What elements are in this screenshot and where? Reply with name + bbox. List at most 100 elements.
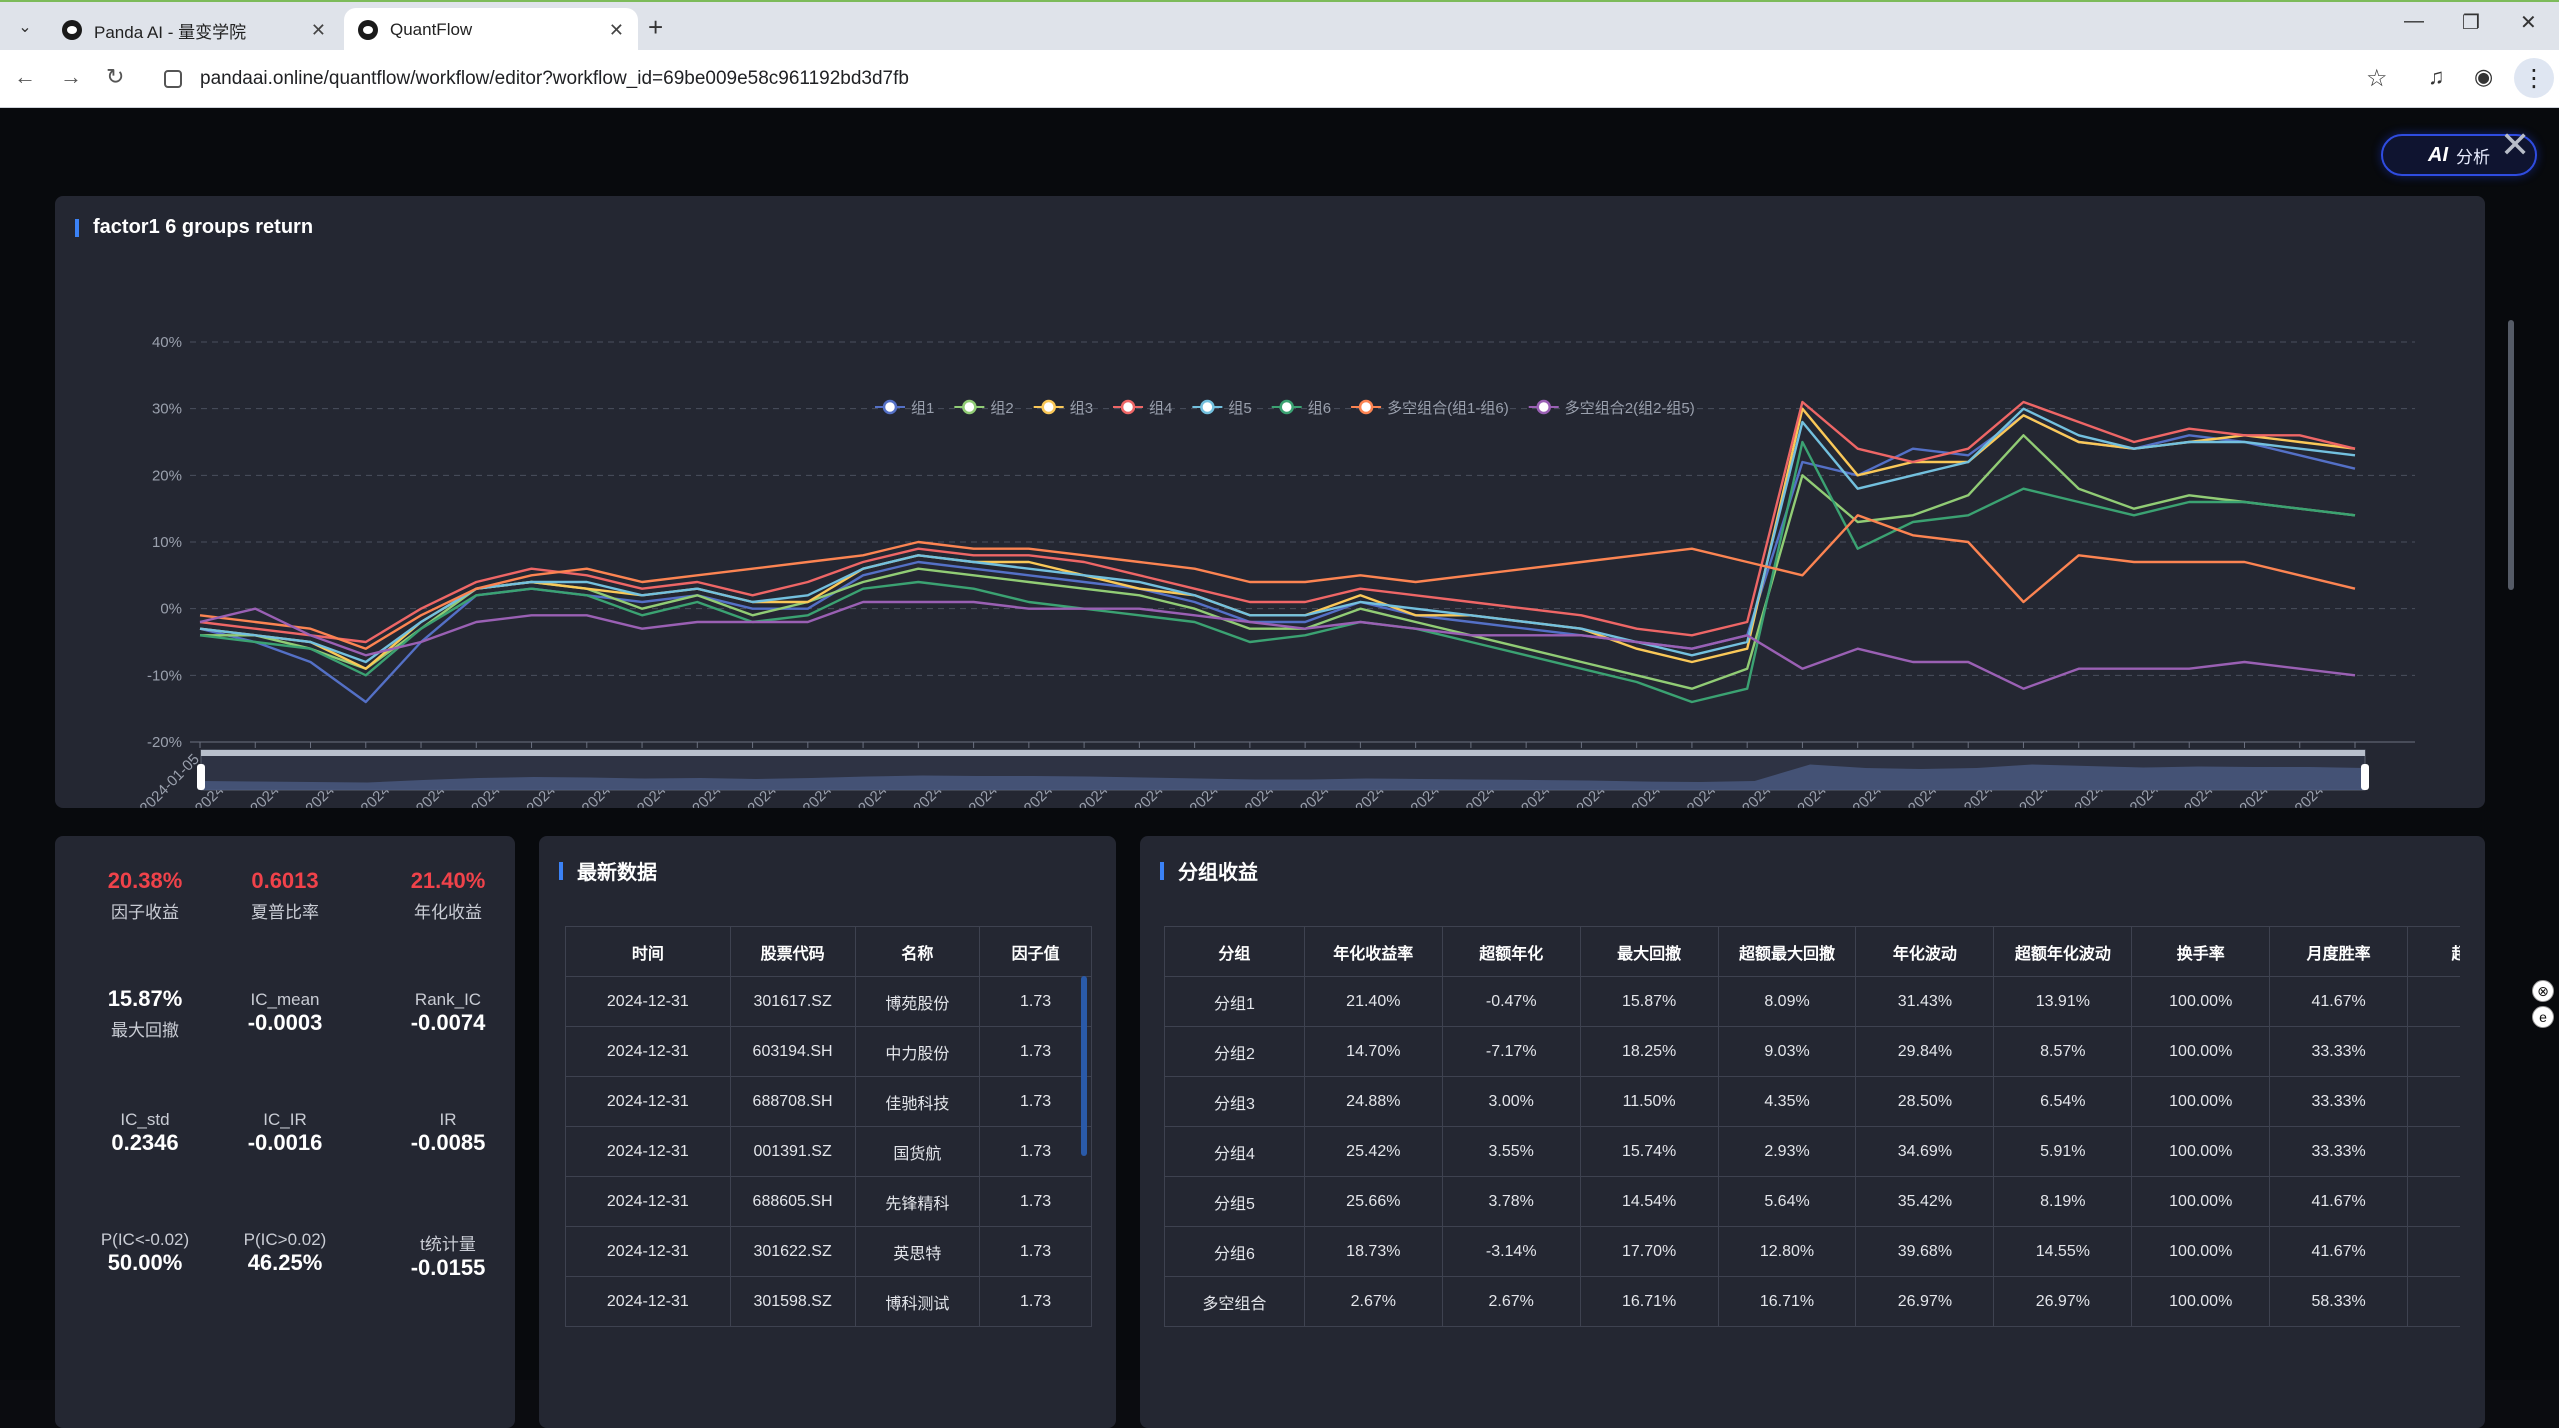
column-header[interactable]: 名称 [854, 926, 981, 977]
site-info-icon[interactable] [164, 70, 182, 88]
side-translate-icon[interactable]: e [2532, 1006, 2554, 1028]
page-scrollbar[interactable] [2506, 208, 2516, 1428]
legend-marker-7 [1358, 399, 1374, 415]
table-cell: 4.35% [1717, 1076, 1857, 1127]
metric-value: -0.0085 [410, 1130, 486, 1155]
legend-marker-4 [1120, 399, 1136, 415]
table-cell: 2.93% [1717, 1126, 1857, 1177]
window-close-icon[interactable]: ✕ [2520, 12, 2537, 34]
table-cell: 分组5 [1164, 1176, 1305, 1227]
browser-menu-icon[interactable]: ⋮ [2514, 58, 2554, 98]
table-cell: 分组4 [1164, 1126, 1305, 1177]
table-cell: 博苑股份 [854, 976, 981, 1027]
column-header[interactable]: 年化收益率 [1303, 926, 1443, 977]
app-overlay: AI 分析 ✕ factor1 6 groups return 40% 30% 20… [0, 108, 2559, 1428]
column-header[interactable]: 因子值 [979, 926, 1092, 977]
table-cell: 3.55% [1441, 1126, 1581, 1177]
metric-ir: IR -0.0085 [368, 1106, 528, 1156]
ai-analysis-button[interactable]: AI 分析 [2381, 134, 2537, 176]
legend-label-7: 多空组合(组1-组6) [1387, 400, 1509, 417]
table-row[interactable]: 2024-12-31 688605.SH 先锋精科 1.73 [565, 1176, 1092, 1227]
side-close-icon[interactable]: ⊗ [2532, 980, 2554, 1002]
metric-label: IR [439, 1110, 457, 1129]
table-cell: 15.87% [1579, 976, 1719, 1027]
table-cell: 58.33% [2269, 1276, 2409, 1327]
address-bar[interactable]: pandaai.online/quantflow/workflow/editor… [150, 58, 2330, 100]
tab-close-icon[interactable]: ✕ [310, 19, 326, 40]
legend-label-5: 组5 [1228, 400, 1251, 417]
table-cell: 博科测试 [854, 1276, 981, 1327]
column-header[interactable]: 时间 [565, 926, 731, 977]
profile-icon[interactable]: ◉ [2474, 64, 2494, 89]
table-cell: 66 [2407, 1126, 2460, 1177]
table-row[interactable]: 2024-12-31 603194.SH 中力股份 1.73 [565, 1026, 1092, 1077]
table-cell: 25.66% [1303, 1176, 1443, 1227]
tab-close-icon[interactable]: ✕ [608, 19, 624, 40]
zoom-handle-right [2361, 764, 2369, 790]
table-cell: 34.69% [1855, 1126, 1995, 1177]
zoom-slider-preview [201, 764, 2365, 790]
table-row[interactable]: 2024-12-31 301622.SZ 英思特 1.73 [565, 1226, 1092, 1277]
table-cell: 17.70% [1579, 1226, 1719, 1277]
table-row[interactable]: 2024-12-31 301598.SZ 博科测试 1.73 [565, 1276, 1092, 1327]
chart-panel: factor1 6 groups return 40% 30% 20% 10% 0% -1… [55, 196, 2485, 808]
latest-data-table: 时间 股票代码 名称 因子值 2024-12-31 301617.SZ 博苑股份 1.73 20… [565, 926, 1092, 1327]
minimize-icon[interactable]: — [2404, 10, 2424, 32]
new-tab-plus-icon[interactable]: + [648, 12, 664, 42]
table-row[interactable]: 2024-12-31 688708.SH 佳驰科技 1.73 [565, 1076, 1092, 1127]
forward-arrow-icon[interactable]: → [60, 64, 82, 89]
metric-label: 因子收益 [111, 903, 179, 922]
page-scrollbar-thumb[interactable] [2508, 320, 2514, 590]
column-header[interactable]: 超额月 [2407, 926, 2460, 977]
column-header[interactable]: 换手率 [2131, 926, 2271, 977]
legend-marker-2 [962, 399, 977, 415]
reload-icon[interactable]: ↻ [106, 64, 125, 89]
close-modal-icon[interactable]: ✕ [2500, 124, 2531, 165]
table-row[interactable]: 分组3 24.88% 3.00% 11.50% 4.35% 28.50% 6.54% 100.… [1164, 1076, 2460, 1127]
column-header[interactable]: 超额最大回撤 [1717, 926, 1857, 977]
browser-tab-pandaai[interactable]: Panda AI - 量变学院 ✕ [48, 8, 340, 52]
group-table-viewport[interactable]: 分组年化收益率超额年化最大回撤超额最大回撤年化波动超额年化波动换手率月度胜率超额… [1164, 926, 2460, 1426]
table-row[interactable]: 分组1 21.40% -0.47% 15.87% 8.09% 31.43% 13.91% 10… [1164, 976, 2460, 1027]
column-header[interactable]: 月度胜率 [2269, 926, 2409, 977]
metric-value: 15.87% [107, 986, 183, 1011]
column-header[interactable]: 最大回撤 [1579, 926, 1719, 977]
table-cell: -0.47% [1441, 976, 1581, 1027]
metric-value: 0.6013 [251, 868, 319, 893]
table-row[interactable]: 2024-12-31 001391.SZ 国货航 1.73 [565, 1126, 1092, 1177]
table-cell: 2024-12-31 [565, 1126, 731, 1177]
metric-label: P(IC>0.02) [243, 1230, 327, 1249]
table-cell: 2.67% [1441, 1276, 1581, 1327]
column-header[interactable]: 分组 [1164, 926, 1305, 977]
metric--: 0.6013 夏普比率 [205, 868, 365, 923]
y-tick-label: 30% [152, 401, 182, 418]
zoom-slider-bar [201, 750, 2365, 756]
legend-label-4: 组4 [1149, 400, 1172, 417]
legend-label-1: 组1 [911, 400, 934, 417]
column-header[interactable]: 超额年化 [1441, 926, 1581, 977]
ai-logo-icon: AI [2428, 143, 2448, 166]
table-row[interactable]: 分组5 25.66% 3.78% 14.54% 5.64% 35.42% 8.19% 100.… [1164, 1176, 2460, 1227]
table-row[interactable]: 2024-12-31 301617.SZ 博苑股份 1.73 [565, 976, 1092, 1027]
restore-icon[interactable]: ❐ [2462, 12, 2480, 34]
column-header[interactable]: 年化波动 [1855, 926, 1995, 977]
table-cell: 18.25% [1579, 1026, 1719, 1077]
table-cell: 28.50% [1855, 1076, 1995, 1127]
panda-favicon-icon [62, 20, 82, 40]
table-cell: 33.33% [2269, 1026, 2409, 1077]
table-row[interactable]: 多空组合 2.67% 2.67% 16.71% 16.71% 26.97% 26.97% 10… [1164, 1276, 2460, 1327]
zoom-handle-left [197, 764, 205, 790]
media-control-icon[interactable]: ♫ [2428, 64, 2445, 89]
tab-search-icon[interactable]: ⌄ [18, 19, 32, 36]
column-header[interactable]: 股票代码 [729, 926, 856, 977]
table-row[interactable]: 分组4 25.42% 3.55% 15.74% 2.93% 34.69% 5.91% 100.… [1164, 1126, 2460, 1177]
table-row[interactable]: 分组2 14.70% -7.17% 18.25% 9.03% 29.84% 8.57% 100… [1164, 1026, 2460, 1077]
table-row[interactable]: 分组6 18.73% -3.14% 17.70% 12.80% 39.68% 14.55% 1… [1164, 1226, 2460, 1277]
column-header[interactable]: 超额年化波动 [1993, 926, 2133, 977]
table-cell: 分组1 [1164, 976, 1305, 1027]
latest-table-scrollbar[interactable] [1081, 976, 1087, 1156]
bookmark-star-icon[interactable]: ☆ [2366, 65, 2388, 92]
legend-marker-3 [1041, 399, 1056, 415]
browser-tab-quantflow[interactable]: QuantFlow ✕ [344, 8, 638, 52]
back-arrow-icon[interactable]: ← [14, 64, 36, 89]
